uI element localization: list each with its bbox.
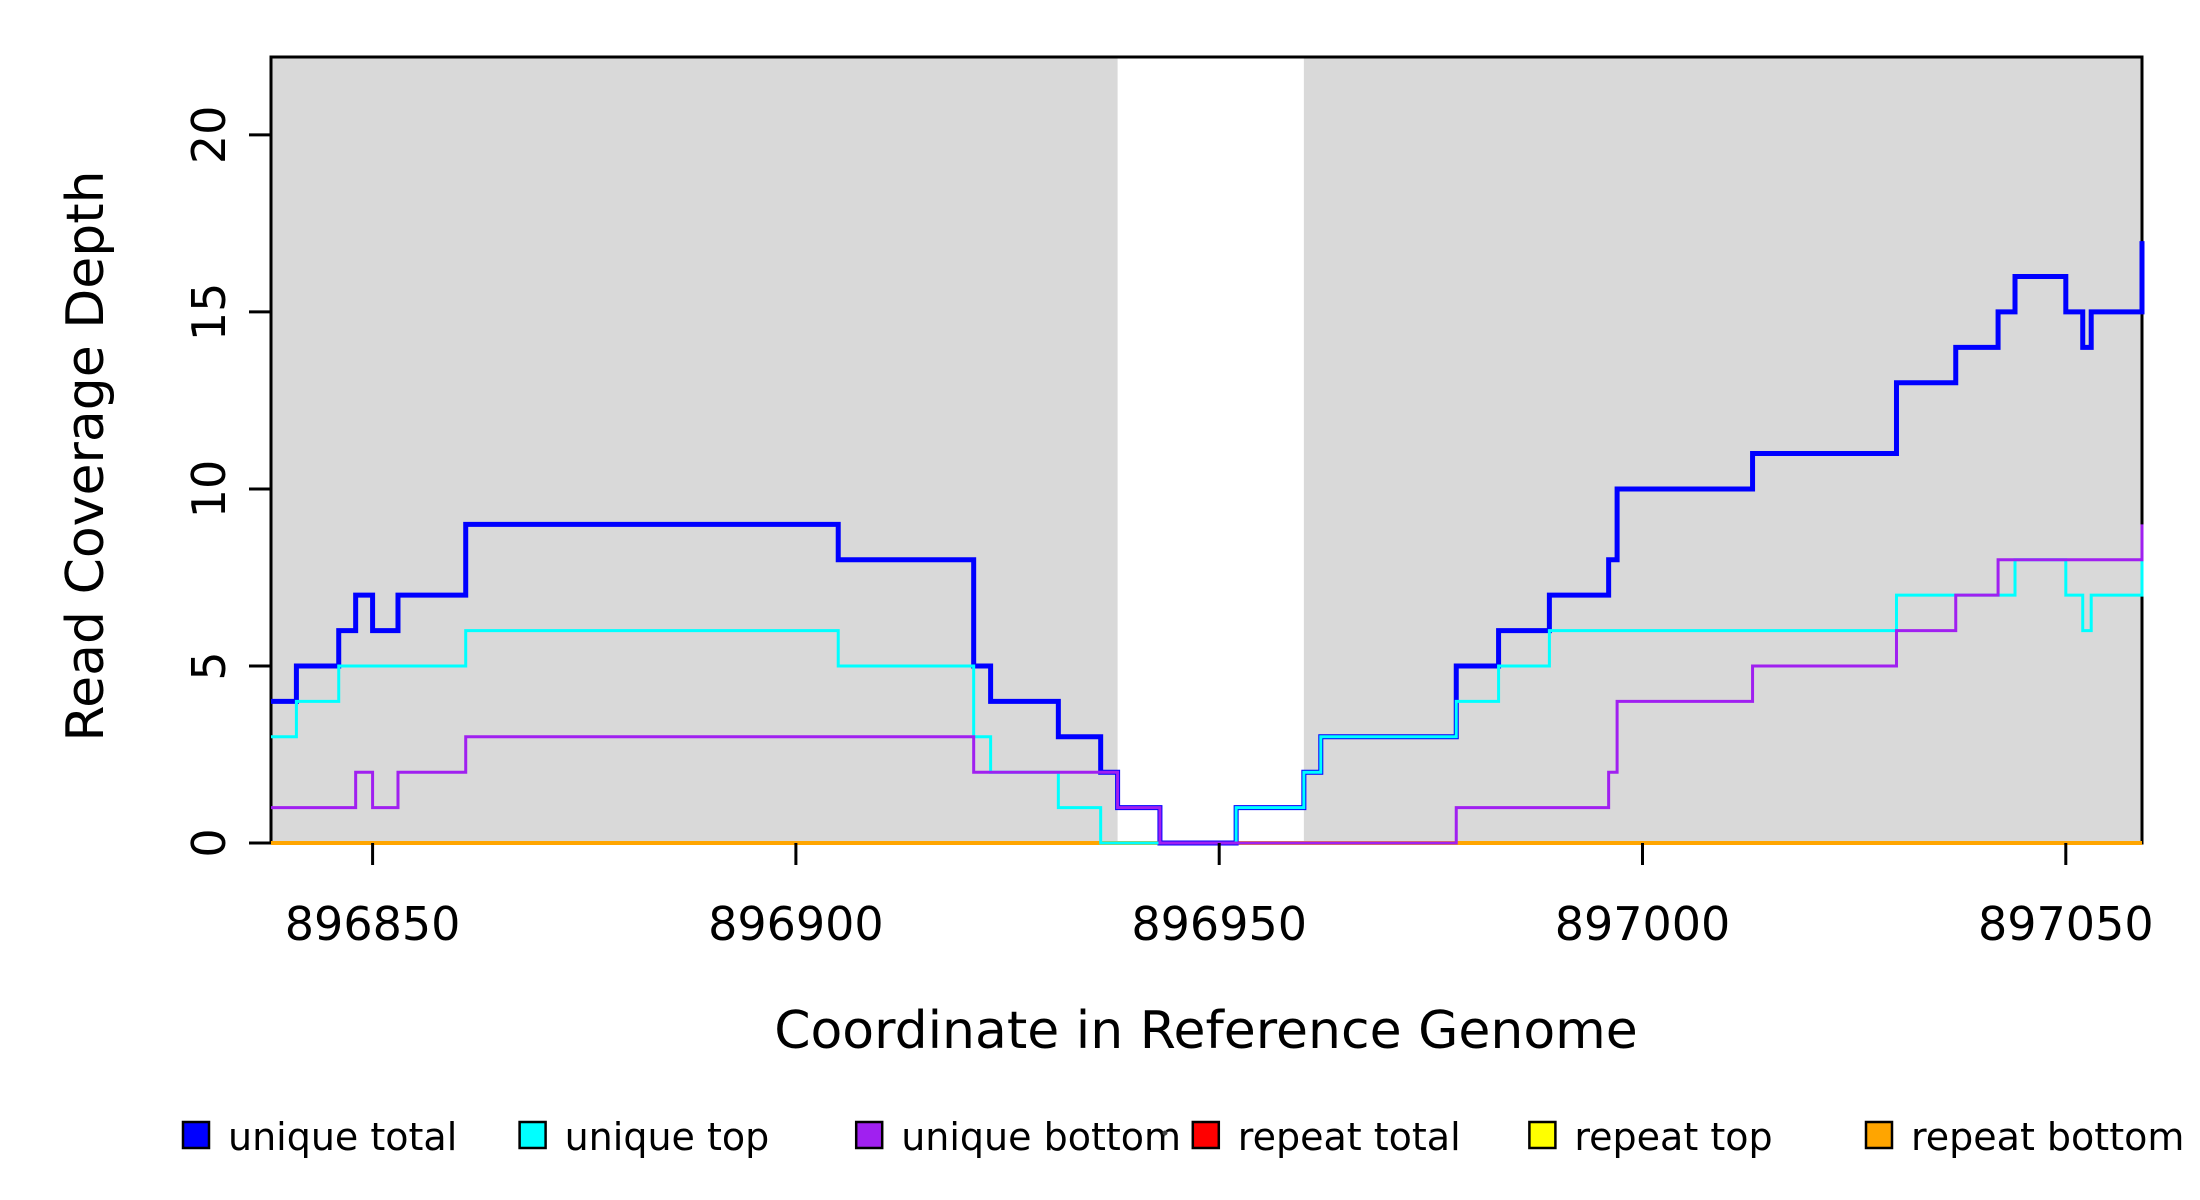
legend-label: unique total (228, 1115, 457, 1159)
shaded-regions (271, 57, 2142, 843)
shaded-region (271, 57, 1118, 843)
series-lines (271, 241, 2145, 846)
legend-item-unique-total: unique total (181, 1115, 457, 1159)
stray-dot (1162, 1130, 1168, 1136)
series-unique-bottom (271, 524, 2144, 845)
y-tick-label: 0 (182, 828, 236, 857)
x-tick-label: 896900 (708, 897, 884, 951)
legend-swatch (1864, 1120, 1894, 1150)
x-tick-label: 896950 (1131, 897, 1307, 951)
y-tick-label: 10 (182, 460, 236, 519)
legend-label: unique bottom (901, 1115, 1181, 1159)
legend-swatch (854, 1120, 884, 1150)
legend-label: repeat total (1238, 1115, 1461, 1159)
legend: unique total unique top unique bottom repea… (181, 1115, 2184, 1159)
legend-swatch (1191, 1120, 1221, 1150)
legend-label: repeat bottom (1911, 1115, 2184, 1159)
y-tick-label: 20 (182, 106, 236, 165)
x-axis-label: Coordinate in Reference Genome (774, 1001, 1638, 1061)
x-tick-label: 896850 (285, 897, 461, 951)
legend-swatch (1528, 1120, 1557, 1150)
legend-swatch (181, 1120, 211, 1150)
shaded-region (1303, 57, 2142, 843)
x-tick-label: 897000 (1555, 897, 1731, 951)
axes: 896850 896900 896950 897000 897050 0 5 10 15 20 (182, 106, 2154, 951)
x-tick-label: 897050 (1978, 897, 2154, 951)
legend-item-repeat-total: repeat total (1191, 1115, 1461, 1159)
legend-item-unique-bottom: unique bottom (854, 1115, 1181, 1159)
legend-label: repeat top (1574, 1115, 1772, 1159)
y-tick-label: 5 (182, 651, 236, 680)
legend-item-repeat-bottom: repeat bottom (1864, 1115, 2184, 1159)
legend-item-unique-top: unique top (518, 1115, 770, 1159)
legend-swatch (518, 1120, 547, 1150)
legend-item-repeat-top: repeat top (1528, 1115, 1773, 1159)
y-tick-label: 15 (182, 283, 236, 342)
y-axis-label: Read Coverage Depth (56, 170, 116, 741)
series-unique-top (271, 558, 2144, 845)
legend-label: unique top (565, 1115, 770, 1159)
